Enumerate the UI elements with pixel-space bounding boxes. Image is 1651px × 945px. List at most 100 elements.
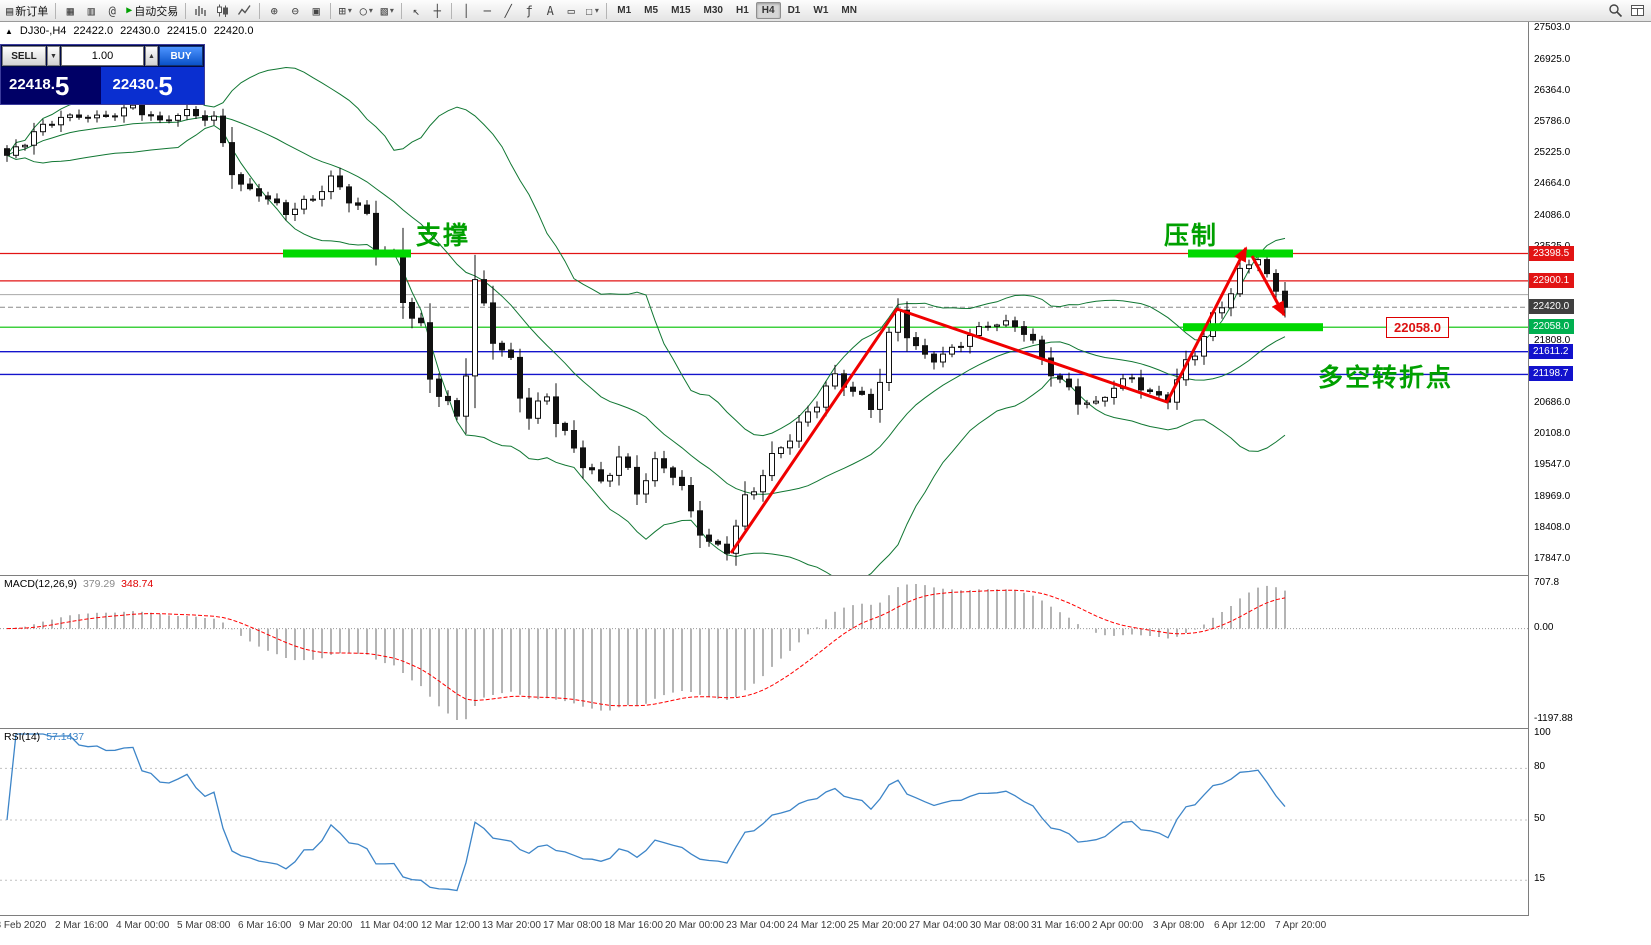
price-axis[interactable]: 27503.0 26925.0 26364.0 25786.0 25225.0 24664… — [1528, 22, 1651, 916]
crosshair-button[interactable]: ┼ — [427, 2, 447, 20]
pivot-annotation: 多空转折点 — [1318, 364, 1454, 392]
zoom-out-button[interactable]: ⊖ — [285, 2, 305, 20]
cursor-button[interactable]: ↖ — [406, 2, 426, 20]
axis-label: 24664.0 — [1534, 177, 1571, 189]
buy-price[interactable]: 22430. 5 — [100, 67, 204, 104]
price-level-tag: 22058.0 — [1386, 317, 1449, 338]
tile-windows-button[interactable]: ▣ — [306, 2, 326, 20]
doc-icon: ▤ — [6, 3, 14, 18]
timeframe-MN[interactable]: MN — [841, 5, 857, 16]
data-window-button[interactable] — [1627, 2, 1648, 20]
tile-icon: ▣ — [312, 3, 320, 18]
buy-price-main: 22430. — [112, 76, 159, 93]
buy-button[interactable]: BUY — [159, 46, 203, 66]
time-axis-label: 28 Feb 2020 — [0, 920, 47, 931]
timeframe-W1[interactable]: W1 — [813, 5, 829, 16]
new-chart-button[interactable]: ⊞ ▾ — [335, 2, 355, 20]
text-button[interactable]: A — [540, 2, 560, 20]
line-chart-button[interactable] — [234, 2, 255, 20]
new-order-button[interactable]: ▤ 新订单 — [3, 2, 51, 20]
time-axis-label: 30 Mar 08:00 — [970, 920, 1029, 931]
sell-price-big-digit: 5 — [54, 70, 70, 101]
dropdown-caret-icon: ▾ — [594, 6, 599, 15]
zoom-in-button[interactable]: ⊕ — [264, 2, 284, 20]
period-button[interactable]: ○ ▾ — [356, 2, 376, 20]
macd-canvas[interactable] — [0, 576, 1528, 728]
trendline-button[interactable]: ╱ — [498, 2, 518, 20]
rsi-canvas[interactable] — [0, 729, 1528, 915]
price-badge: 22420.0 — [1529, 299, 1575, 315]
time-axis[interactable]: 28 Feb 2020 2 Mar 16:00 4 Mar 00:00 5 Mar 0… — [0, 916, 1528, 945]
price-badge: 22058.0 — [1529, 319, 1575, 335]
horizontal-line-button[interactable]: ─ — [477, 2, 497, 20]
time-axis-label: 4 Mar 00:00 — [116, 920, 170, 931]
time-axis-label: 2 Mar 16:00 — [55, 920, 109, 931]
timeframe-M15[interactable]: M15 — [671, 5, 691, 16]
clock-icon: ○ — [359, 3, 367, 18]
label-icon: ▭ — [567, 3, 575, 18]
mql-community-button[interactable]: @ — [102, 2, 122, 20]
bar-chart-button[interactable] — [190, 2, 211, 20]
time-axis-label: 3 Apr 08:00 — [1153, 920, 1205, 931]
autotrading-button-label: 自动交易 — [134, 5, 179, 18]
timeframe-M5[interactable]: M5 — [644, 5, 659, 16]
charts-window-button[interactable]: ▦ — [60, 2, 80, 20]
dropdown-caret-icon: ▾ — [347, 6, 352, 15]
ohlc-low: 22415.0 — [166, 25, 207, 37]
sell-price[interactable]: 22418. 5 — [1, 67, 101, 104]
volume-increase-button[interactable]: ▲ — [145, 46, 158, 66]
time-axis-label: 17 Mar 08:00 — [543, 920, 602, 931]
timeframe-H4[interactable]: H4 — [755, 2, 781, 19]
dropdown-caret-icon: ▾ — [368, 6, 373, 15]
time-axis-label: 7 Apr 20:00 — [1275, 920, 1327, 931]
macd-name: MACD(12,26,9) — [4, 578, 77, 590]
timeframe-D1[interactable]: D1 — [787, 5, 801, 16]
timeframe-M30[interactable]: M30 — [703, 5, 723, 16]
time-axis-label: 31 Mar 16:00 — [1031, 920, 1090, 931]
axis-label: 19547.0 — [1534, 459, 1571, 471]
axis-label: 20686.0 — [1534, 396, 1571, 408]
text-icon: A — [546, 3, 554, 18]
window-icon: ▦ — [66, 3, 74, 18]
rsi-value: 57.1437 — [46, 731, 85, 743]
buy-price-big-digit: 5 — [158, 70, 173, 101]
profiles-button[interactable]: ▥ — [81, 2, 101, 20]
text-label-button[interactable]: ▭ — [561, 2, 581, 20]
search-button[interactable] — [1605, 2, 1626, 20]
timeframe-M1[interactable]: M1 — [617, 5, 632, 16]
time-axis-label: 12 Mar 12:00 — [421, 920, 480, 931]
candlestick-chart-button[interactable] — [212, 2, 233, 20]
axis-label: 27503.0 — [1534, 22, 1571, 33]
panel-separator[interactable] — [0, 728, 1651, 729]
sell-button[interactable]: SELL — [2, 46, 46, 66]
zoom-out-icon: ⊖ — [291, 3, 299, 18]
volume-decrease-button[interactable]: ▼ — [47, 46, 60, 66]
axis-label: 25225.0 — [1534, 147, 1571, 159]
profiles-icon: ▥ — [87, 3, 95, 18]
time-axis-label: 9 Mar 20:00 — [299, 920, 353, 931]
axis-label: 20108.0 — [1534, 428, 1571, 440]
autotrading-button[interactable]: ▶ 自动交易 — [123, 2, 181, 20]
candles-icon — [215, 3, 230, 18]
axis-label: 50 — [1534, 813, 1546, 824]
ohlc-close: 22420.0 — [213, 25, 254, 37]
toolbar-separator — [185, 2, 187, 19]
timeframe-H1[interactable]: H1 — [735, 5, 749, 16]
volume-input[interactable] — [61, 46, 144, 66]
vertical-line-button[interactable]: │ — [456, 2, 476, 20]
panel-separator[interactable] — [0, 575, 1651, 576]
time-axis-label: 18 Mar 16:00 — [604, 920, 663, 931]
time-axis-label: 25 Mar 20:00 — [848, 920, 907, 931]
panel-separator[interactable] — [0, 915, 1651, 916]
fibonacci-button[interactable]: ƒ — [519, 2, 539, 20]
zoom-in-icon: ⊕ — [270, 3, 278, 18]
time-axis-label: 20 Mar 00:00 — [665, 920, 724, 931]
rsi-panel: RSI(14) 57.1437 — [0, 729, 1651, 915]
gridwin-icon — [1630, 3, 1645, 18]
collapse-arrow-icon[interactable]: ▲ — [5, 26, 13, 36]
one-click-trading-panel: SELL ▼ ▲ BUY 22418. 5 22430. 5 — [0, 44, 205, 105]
arrows-button[interactable]: ☐ ▾ — [582, 2, 602, 20]
template-button[interactable]: ▧ ▾ — [377, 2, 397, 20]
price-chart-canvas[interactable] — [0, 22, 1528, 575]
axis-label: 0.00 — [1534, 621, 1554, 633]
